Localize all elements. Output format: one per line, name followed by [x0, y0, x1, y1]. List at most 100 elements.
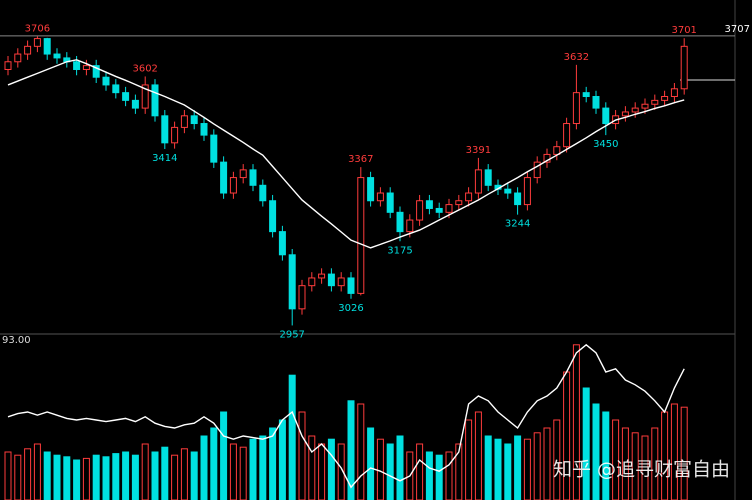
candle-body [563, 123, 571, 148]
candle-body [210, 134, 218, 163]
candle-body [474, 169, 482, 194]
candle-body [239, 169, 247, 179]
watermark: 知乎 @追寻财富自由 [553, 459, 730, 481]
volume-bar [543, 427, 551, 500]
volume-bar [523, 438, 531, 500]
volume-bar [53, 454, 61, 500]
candle-body [631, 107, 639, 113]
candle-body [523, 177, 531, 206]
volume-bar [200, 435, 208, 500]
volume-bar [249, 438, 257, 500]
volume-bar [425, 451, 433, 500]
volume-bar [651, 427, 659, 500]
candle-body [200, 123, 208, 136]
volume-bar [278, 419, 286, 500]
volume-bar [680, 406, 688, 500]
candle-body [53, 53, 61, 59]
candle-body [621, 111, 629, 117]
candle-body [455, 200, 463, 206]
volume-bar [24, 448, 32, 500]
candle-body [298, 285, 306, 310]
moving-average [7, 59, 685, 249]
volume-bar [229, 443, 237, 500]
volume-bar [63, 456, 71, 500]
high-label: 3632 [564, 52, 589, 63]
candle-body [435, 207, 443, 213]
high-label: 3367 [348, 154, 373, 165]
low-label: 2957 [279, 329, 304, 340]
volume-bar [190, 451, 198, 500]
lower-panel-label: 93.00 [2, 335, 31, 346]
volume-bar [455, 443, 463, 500]
candle-body [533, 161, 541, 179]
candle-body [171, 126, 179, 144]
candle-body [357, 177, 365, 294]
high-label: 3391 [466, 145, 491, 156]
volume-bar [112, 453, 120, 500]
volume-bar [308, 435, 316, 500]
volume-bar [92, 454, 100, 500]
volume-bar [220, 411, 228, 500]
volume-bar [592, 403, 600, 500]
candle-body [641, 103, 649, 109]
candle-body [4, 61, 12, 70]
candle-body [465, 192, 473, 202]
volume-bar [514, 435, 522, 500]
volume-bar [602, 411, 610, 500]
candle-body [386, 192, 394, 213]
volume-bar [494, 438, 502, 500]
volume-bar [553, 419, 561, 500]
candle-body [416, 200, 424, 221]
volume-bar [4, 451, 12, 500]
volume-bar [318, 443, 326, 500]
candle-body [24, 45, 32, 55]
volume-bar [661, 411, 669, 500]
volume-bar [504, 443, 512, 500]
volume-bar [563, 371, 571, 500]
candle-body [131, 99, 139, 109]
volume-bar [484, 435, 492, 500]
candle-body [229, 177, 237, 194]
volume-bar [73, 459, 81, 500]
reference-label: 3707 [725, 24, 750, 35]
candle-body [190, 115, 198, 125]
volume-bar [43, 451, 51, 500]
volume-bar [376, 438, 384, 500]
volume-bar [102, 456, 110, 500]
candle-body [680, 45, 688, 90]
candle-body [43, 38, 51, 55]
candle-body [592, 96, 600, 109]
candle-body [582, 92, 590, 98]
volume-bar [357, 403, 365, 500]
candle-body [122, 92, 130, 101]
volume-bar [298, 411, 306, 500]
candle-body [269, 200, 277, 233]
volume-bar [131, 454, 139, 500]
volume-bar [435, 454, 443, 500]
volume-bar [259, 435, 267, 500]
volume-bar [161, 446, 169, 500]
volume-bar [670, 403, 678, 500]
low-label: 3026 [338, 303, 363, 314]
volume-bar [621, 427, 629, 500]
volume-bar [582, 387, 590, 500]
candle-body [327, 273, 335, 287]
candle-body [92, 65, 100, 78]
candle-body [376, 192, 384, 202]
volume-bar [171, 454, 179, 500]
candle-body [73, 61, 81, 70]
candle-body [180, 115, 188, 128]
high-label: 3701 [671, 25, 696, 36]
candle-body [661, 96, 669, 101]
candle-body [141, 84, 149, 109]
candle-body [425, 200, 433, 209]
volume-bar [269, 427, 277, 500]
volume-bar [82, 457, 90, 500]
candle-body [151, 84, 159, 117]
candle-body [288, 254, 296, 310]
volume-bar [474, 411, 482, 500]
volume-bar [122, 451, 130, 500]
candle-body [161, 115, 169, 144]
low-label: 3175 [387, 245, 412, 256]
